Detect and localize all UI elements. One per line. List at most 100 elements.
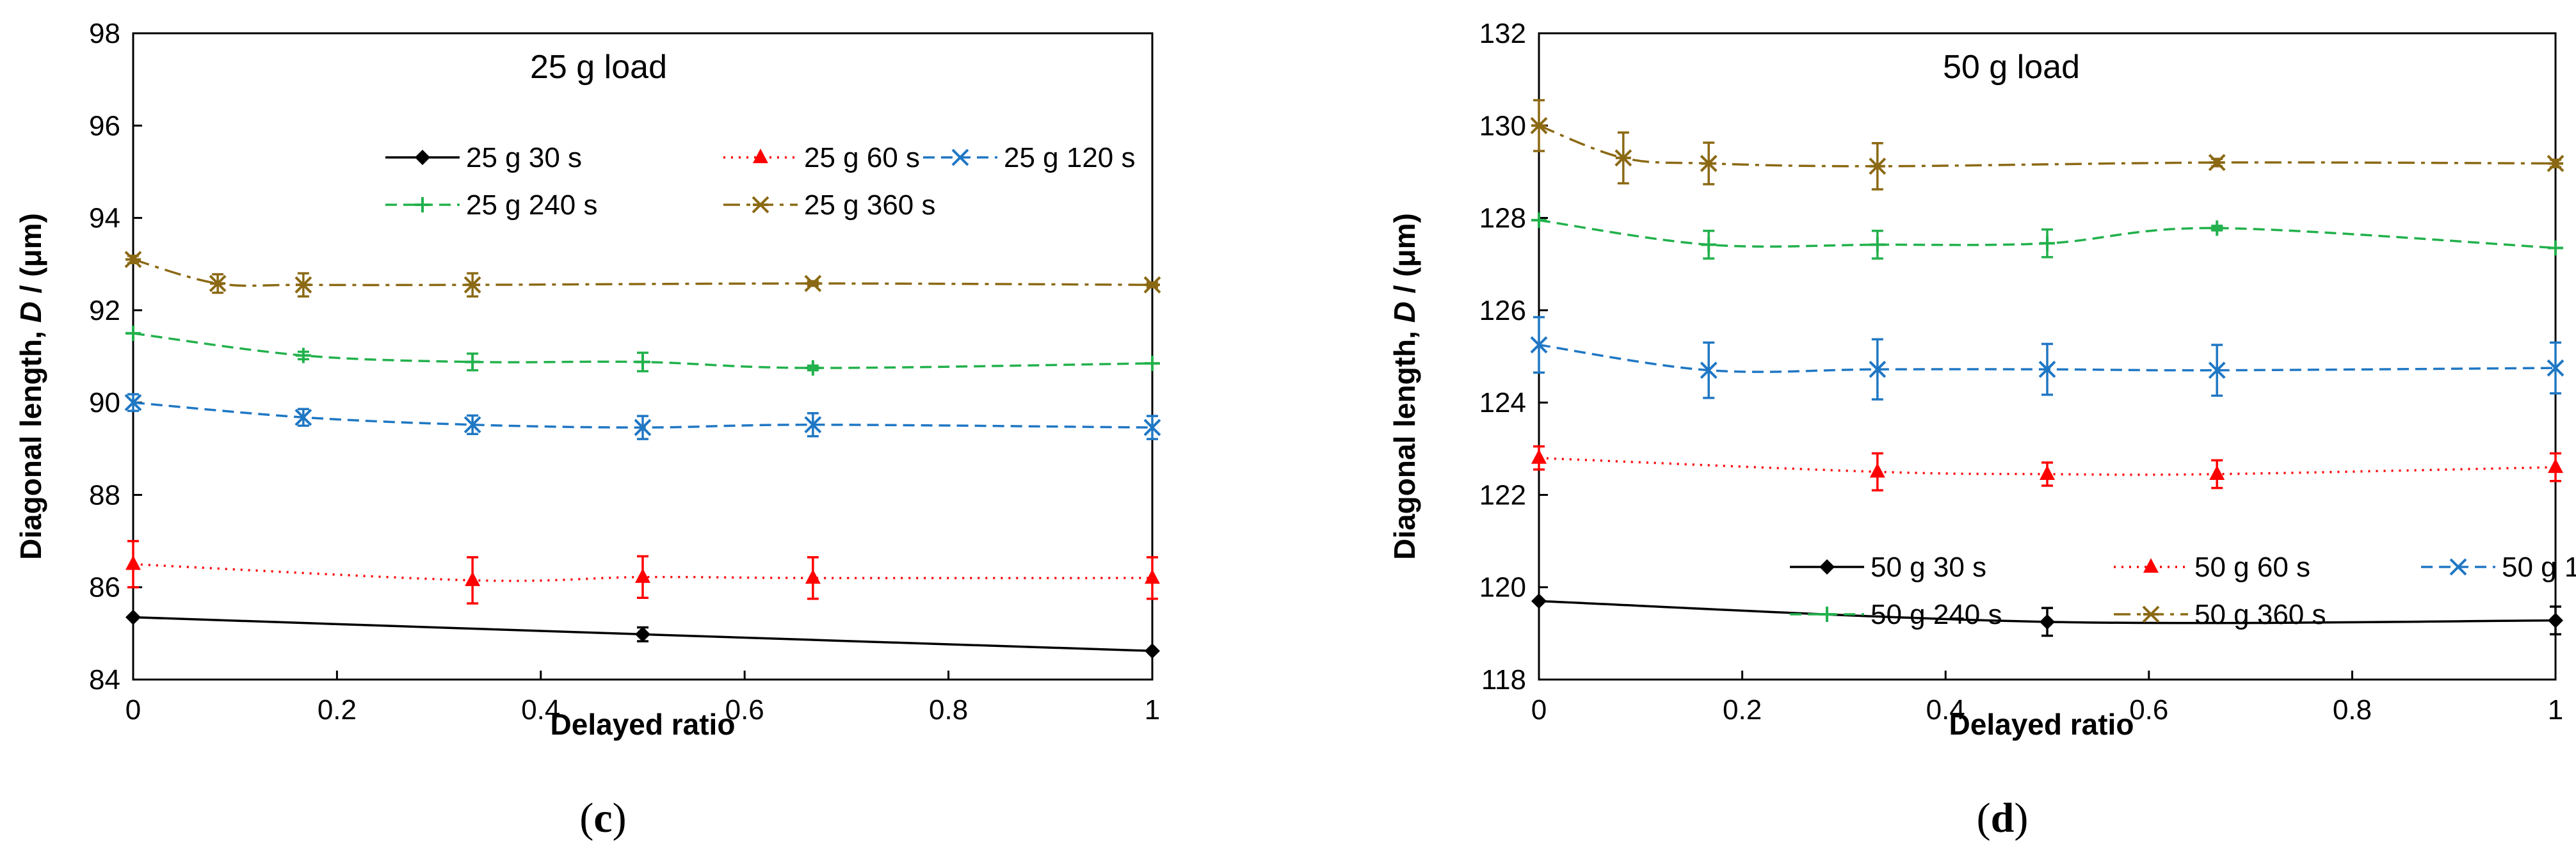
- legend-item: 25 g 240 s: [385, 189, 598, 221]
- marker-plus: [805, 360, 821, 376]
- marker-star: [2547, 155, 2564, 172]
- marker-plus: [2040, 235, 2055, 251]
- marker-star: [752, 196, 769, 214]
- legend: 25 g 30 s 25 g 60 s 25 g 120 s 25 g 240 s 25…: [385, 142, 1136, 221]
- legend: 50 g 30 s 50 g 60 s 50 g 120 s 50 g 240 s 50…: [1790, 552, 2576, 630]
- marker-star: [2208, 154, 2226, 171]
- marker-triangle: [805, 569, 821, 584]
- marker-star: [804, 275, 822, 292]
- marker-star: [1869, 157, 1887, 175]
- marker-x: [2038, 360, 2056, 378]
- x-axis-title-c: Delayed ratio: [551, 708, 736, 741]
- y-tick-label: 124: [1479, 387, 1526, 418]
- marker-x: [1869, 360, 1887, 378]
- series-line: [1538, 124, 2556, 168]
- marker-plus: [1869, 237, 1885, 253]
- marker-triangle: [2040, 465, 2055, 480]
- marker-x: [951, 148, 969, 166]
- legend-label: 50 g 30 s: [1871, 552, 1986, 583]
- y-axis-title-c: Diagonal length, D / (μm): [14, 213, 47, 560]
- marker-x: [2449, 558, 2467, 576]
- marker-star: [463, 276, 481, 294]
- marker-triangle: [2548, 458, 2563, 474]
- x-tick-label: 0.2: [1723, 694, 1762, 726]
- legend-label: 25 g 240 s: [466, 189, 598, 221]
- y-tick-label: 98: [89, 18, 120, 49]
- marker-plus: [635, 354, 650, 370]
- marker-star: [294, 276, 312, 294]
- marker-star: [1530, 116, 1548, 134]
- y-tick-label: 128: [1479, 203, 1526, 234]
- legend-item: 50 g 240 s: [1790, 599, 2002, 630]
- marker-plus: [2209, 220, 2225, 236]
- marker-x: [1143, 418, 1161, 436]
- legend-label: 50 g 120 s: [2502, 552, 2576, 583]
- marker-diamond: [2548, 612, 2563, 628]
- marker-diamond: [1819, 559, 1835, 575]
- chart-panel-d: 50 g load Delayed ratio Diagonal length,…: [1388, 18, 2576, 841]
- legend-label: 50 g 60 s: [2194, 552, 2310, 583]
- y-tick-label: 90: [89, 387, 120, 418]
- y-tick-label: 92: [89, 295, 120, 326]
- marker-star: [124, 251, 142, 268]
- marker-diamond: [415, 150, 430, 165]
- series-50-g-360-s: [1530, 99, 2564, 191]
- series-line: [133, 332, 1153, 369]
- series-25-g-30-s: [125, 609, 1160, 659]
- y-tick-label: 122: [1479, 479, 1526, 511]
- legend-item: 25 g 30 s: [385, 142, 582, 173]
- series-25-g-240-s: [125, 325, 1160, 376]
- legend-label: 25 g 120 s: [1004, 142, 1136, 173]
- x-tick-label: 0.4: [1926, 694, 1965, 726]
- y-axis-title-d: Diagonal length, D / (μm): [1388, 213, 1421, 560]
- marker-star: [2142, 605, 2160, 623]
- y-tick-label: 120: [1479, 572, 1526, 603]
- marker-triangle: [1531, 449, 1547, 464]
- chart-panel-c: 25 g load Delayed ratio Diagonal length,…: [14, 18, 1161, 841]
- marker-x: [294, 408, 312, 426]
- x-tick-label: 0.6: [2129, 694, 2168, 726]
- y-tick-label: 84: [89, 664, 120, 696]
- marker-triangle: [465, 571, 481, 586]
- marker-plus: [1701, 237, 1717, 253]
- marker-triangle: [2209, 465, 2225, 480]
- series-25-g-360-s: [124, 251, 1161, 298]
- y-tick-label: 126: [1479, 295, 1526, 326]
- series-line: [1538, 344, 2556, 373]
- marker-diamond: [2040, 614, 2055, 630]
- marker-x: [2547, 359, 2564, 377]
- series-50-g-240-s: [1531, 212, 2563, 260]
- marker-x: [1700, 362, 1718, 379]
- x-tick-label: 0.4: [521, 694, 560, 726]
- panel-label-c: (c): [579, 795, 626, 841]
- series-line: [1538, 219, 2556, 250]
- legend-label: 25 g 30 s: [466, 142, 582, 173]
- y-tick-label: 86: [89, 572, 120, 603]
- marker-diamond: [1531, 593, 1547, 609]
- marker-x: [1530, 336, 1548, 354]
- marker-x: [634, 418, 652, 436]
- legend-item: 25 g 120 s: [923, 142, 1136, 173]
- marker-triangle: [1869, 463, 1885, 478]
- y-tick-label: 96: [89, 110, 120, 141]
- marker-plus: [1145, 355, 1160, 371]
- legend-item: 50 g 30 s: [1790, 552, 1986, 583]
- y-tick-label: 88: [89, 479, 120, 511]
- x-tick-label: 0.2: [318, 694, 357, 726]
- marker-diamond: [635, 626, 650, 642]
- series-line: [133, 258, 1153, 287]
- series-50-g-30-s: [1531, 593, 2563, 637]
- marker-plus: [125, 325, 141, 341]
- marker-x: [804, 416, 822, 434]
- marker-x: [463, 416, 481, 434]
- x-tick-label: 0.8: [929, 694, 968, 726]
- legend-item: 50 g 120 s: [2421, 552, 2576, 583]
- x-tick-label: 0: [1531, 694, 1547, 726]
- chart-title-d: 50 g load: [1943, 49, 2080, 86]
- series-25-g-60-s: [125, 539, 1160, 605]
- x-tick-label: 0: [125, 694, 141, 726]
- marker-star: [209, 275, 227, 292]
- legend-label: 25 g 60 s: [804, 142, 920, 173]
- marker-plus: [2548, 240, 2563, 256]
